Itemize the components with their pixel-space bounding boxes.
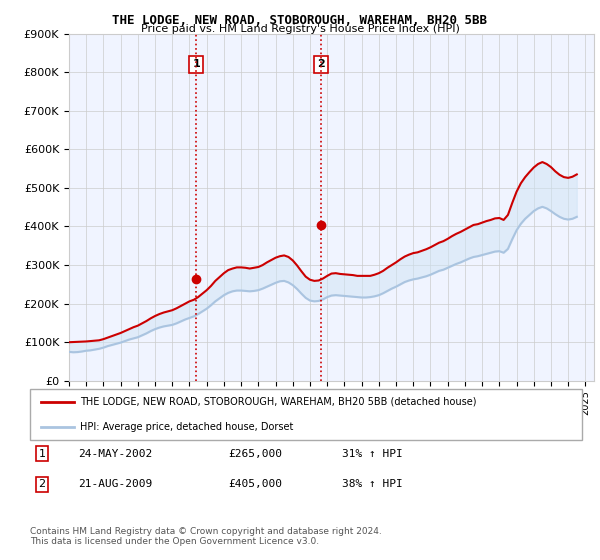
Text: 1: 1 [192,59,200,69]
Text: 2: 2 [38,479,46,489]
FancyBboxPatch shape [30,389,582,440]
Text: Price paid vs. HM Land Registry's House Price Index (HPI): Price paid vs. HM Land Registry's House … [140,24,460,34]
Text: 38% ↑ HPI: 38% ↑ HPI [342,479,403,489]
Text: £405,000: £405,000 [228,479,282,489]
Text: Contains HM Land Registry data © Crown copyright and database right 2024.
This d: Contains HM Land Registry data © Crown c… [30,526,382,546]
Text: 21-AUG-2009: 21-AUG-2009 [78,479,152,489]
Text: £265,000: £265,000 [228,449,282,459]
Text: 1: 1 [38,449,46,459]
Text: HPI: Average price, detached house, Dorset: HPI: Average price, detached house, Dors… [80,422,293,432]
Text: THE LODGE, NEW ROAD, STOBOROUGH, WAREHAM, BH20 5BB: THE LODGE, NEW ROAD, STOBOROUGH, WAREHAM… [113,14,487,27]
Text: THE LODGE, NEW ROAD, STOBOROUGH, WAREHAM, BH20 5BB (detached house): THE LODGE, NEW ROAD, STOBOROUGH, WAREHAM… [80,397,476,407]
Text: 31% ↑ HPI: 31% ↑ HPI [342,449,403,459]
Text: 2: 2 [317,59,325,69]
Text: 24-MAY-2002: 24-MAY-2002 [78,449,152,459]
